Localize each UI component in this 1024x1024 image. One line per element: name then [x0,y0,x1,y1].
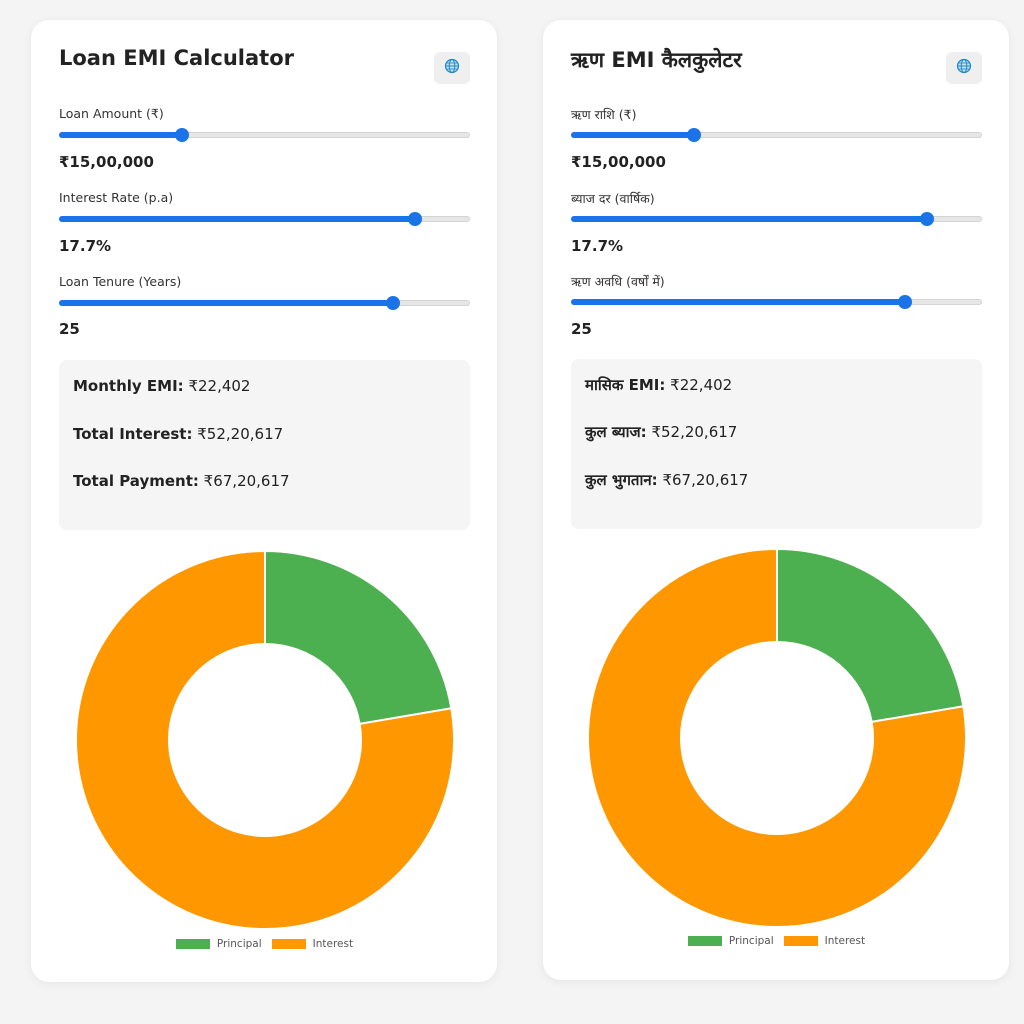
emi-calculator-card-english: Loan EMI Calculator Loan Amount (₹) ₹15,… [31,20,497,982]
total-interest-line: Total Interest: ₹52,20,617 [73,425,283,443]
donut-slice-principal[interactable] [776,548,965,724]
total-payment-value: ₹67,20,617 [662,471,749,489]
total-payment-value: ₹67,20,617 [203,472,290,490]
slider-thumb[interactable] [408,212,423,226]
legend-item-interest[interactable]: Interest [783,935,866,947]
page-title: Loan EMI Calculator [59,46,294,70]
slider-thumb[interactable] [898,295,913,309]
loan-amount-slider[interactable] [59,128,470,142]
interest-rate-label: ब्याज दर (वार्षिक) [571,191,655,206]
interest-rate-label: Interest Rate (p.a) [59,190,174,205]
language-toggle-button[interactable] [434,52,470,84]
interest-rate-value: 17.7% [571,237,624,255]
principal-swatch [687,936,722,946]
loan-tenure-label: Loan Tenure (Years) [59,274,182,289]
loan-tenure-slider[interactable] [571,295,982,309]
loan-tenure-value: 25 [59,320,80,338]
total-interest-value: ₹52,20,617 [651,423,738,441]
slider-thumb[interactable] [386,296,401,310]
slider-thumb[interactable] [920,212,935,226]
loan-tenure-value: 25 [571,320,592,338]
monthly-emi-value: ₹22,402 [188,377,251,395]
interest-rate-slider[interactable] [59,212,470,226]
total-interest-line: कुल ब्याज: ₹52,20,617 [585,422,737,442]
chart-legend: Principal Interest [571,935,982,947]
monthly-emi-label: Monthly EMI: [73,377,184,395]
legend-label-interest: Interest [824,935,866,947]
total-interest-label: Total Interest: [73,425,193,443]
total-payment-line: Total Payment: ₹67,20,617 [73,472,290,490]
total-payment-line: कुल भुगतान: ₹67,20,617 [585,470,748,490]
donut-slice-principal[interactable] [264,550,453,726]
loan-amount-value: ₹15,00,000 [571,153,666,171]
loan-tenure-slider[interactable] [59,296,470,310]
principal-interest-donut-chart [587,548,967,928]
total-payment-label: कुल भुगतान: [585,471,658,489]
slider-thumb[interactable] [687,128,702,142]
monthly-emi-line: मासिक EMI: ₹22,402 [585,375,732,395]
interest-rate-slider[interactable] [571,212,982,226]
globe-icon [956,58,972,79]
legend-label-principal: Principal [216,938,262,950]
page-title: ऋण EMI कैलकुलेटर [571,48,742,72]
interest-rate-value: 17.7% [59,237,112,255]
monthly-emi-label: मासिक EMI: [585,376,666,394]
monthly-emi-value: ₹22,402 [670,376,733,394]
legend-label-principal: Principal [728,935,774,947]
loan-amount-value: ₹15,00,000 [59,153,154,171]
legend-item-principal[interactable]: Principal [687,935,774,947]
principal-interest-donut-chart [75,550,455,930]
donut-slice-interest[interactable] [75,550,455,930]
interest-swatch [271,939,306,949]
interest-swatch [783,936,818,946]
loan-tenure-label: ऋण अवधि (वर्षों में) [571,274,665,289]
loan-amount-label: Loan Amount (₹) [59,106,164,121]
emi-summary-box: Monthly EMI: ₹22,402 Total Interest: ₹52… [59,360,470,530]
monthly-emi-line: Monthly EMI: ₹22,402 [73,377,250,395]
total-payment-label: Total Payment: [73,472,199,490]
loan-amount-label: ऋण राशि (₹) [571,107,637,122]
legend-item-principal[interactable]: Principal [175,938,262,950]
chart-legend: Principal Interest [59,938,470,950]
legend-label-interest: Interest [312,938,354,950]
globe-icon [444,58,460,79]
legend-item-interest[interactable]: Interest [271,938,354,950]
donut-slice-interest[interactable] [587,548,967,928]
total-interest-value: ₹52,20,617 [197,425,284,443]
loan-amount-slider[interactable] [571,128,982,142]
total-interest-label: कुल ब्याज: [585,423,647,441]
slider-thumb[interactable] [175,128,190,142]
language-toggle-button[interactable] [946,52,982,84]
principal-swatch [175,939,210,949]
emi-summary-box: मासिक EMI: ₹22,402 कुल ब्याज: ₹52,20,617… [571,359,982,529]
emi-calculator-card-hindi: ऋण EMI कैलकुलेटर ऋण राशि (₹) ₹15,00,000 … [543,20,1009,980]
